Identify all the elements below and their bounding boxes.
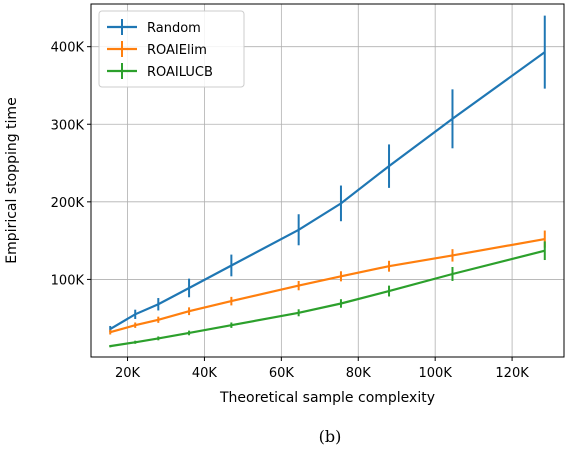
- plot-frame: [90, 3, 565, 358]
- x-axis-label: Theoretical sample complexity: [219, 390, 435, 406]
- x-tick-label: 40K: [192, 366, 218, 381]
- y-tick-label: 300K: [51, 118, 85, 133]
- x-tick-label: 20K: [115, 366, 141, 381]
- series-line: [110, 249, 546, 348]
- legend: Random ROAIElim ROAILUCB: [98, 10, 245, 88]
- series-line: [109, 238, 545, 334]
- x-tick-label: 80K: [346, 366, 372, 381]
- x-tick-label: 120K: [495, 366, 529, 381]
- plot-series: [109, 15, 546, 348]
- y-axis-label: Empirical stopping time: [4, 97, 20, 263]
- y-tick-label: 200K: [51, 196, 85, 211]
- legend-label: ROAILUCB: [147, 65, 213, 80]
- legend-box: [98, 10, 245, 88]
- series-line: [109, 51, 546, 331]
- figure-caption: (b): [319, 427, 342, 446]
- x-tick-label: 60K: [269, 366, 295, 381]
- axis-ticks: 20K 40K 60K 80K 100K 120K 100K 200K 300K 400K: [51, 41, 530, 381]
- legend-label: Random: [147, 21, 201, 36]
- legend-label: ROAIElim: [147, 43, 207, 58]
- x-tick-label: 100K: [419, 366, 453, 381]
- y-tick-label: 400K: [51, 41, 85, 56]
- y-tick-label: 100K: [51, 273, 85, 288]
